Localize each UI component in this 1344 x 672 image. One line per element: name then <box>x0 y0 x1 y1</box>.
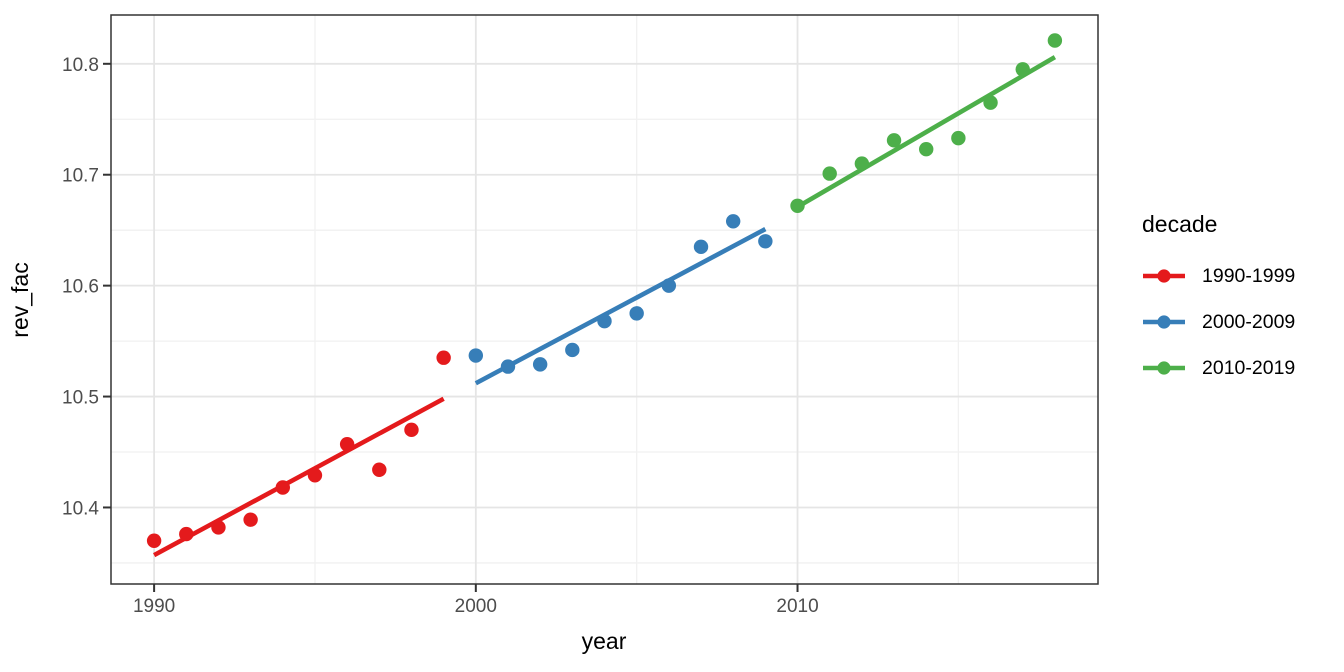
legend-item-2000-2009: 2000-2009 <box>1142 299 1342 345</box>
data-point <box>436 350 451 365</box>
legend: decade 1990-1999 2000-2009 2010-2019 <box>1142 211 1342 391</box>
y-axis-tick-label: 10.6 <box>62 277 99 298</box>
x-axis-tick-label: 2010 <box>776 596 818 617</box>
legend-key-icon <box>1143 315 1185 329</box>
data-point <box>822 166 837 181</box>
data-point <box>372 462 387 477</box>
y-axis-tick-label: 10.5 <box>62 388 99 409</box>
data-point <box>565 342 580 358</box>
legend-label: 2000-2009 <box>1202 310 1296 333</box>
data-point <box>661 278 677 293</box>
data-point <box>500 359 516 374</box>
trend-line-2010-2019 <box>796 55 1057 209</box>
data-point <box>629 306 644 321</box>
data-point <box>1047 33 1063 48</box>
legend-key-icon <box>1143 269 1185 283</box>
data-point <box>468 348 484 363</box>
data-point <box>1015 62 1030 77</box>
y-axis-tick-label: 10.4 <box>62 498 99 519</box>
data-point <box>243 512 258 527</box>
data-point <box>339 437 355 452</box>
x-axis-title: year <box>582 628 627 654</box>
legend-item-2010-2019: 2010-2019 <box>1142 345 1342 391</box>
y-axis-tick-label: 10.8 <box>62 55 99 76</box>
data-point <box>725 214 741 229</box>
legend-label: 1990-1999 <box>1202 264 1296 287</box>
data-point <box>211 520 226 535</box>
data-point <box>951 130 966 146</box>
legend-key-icon <box>1143 361 1185 375</box>
data-point <box>854 156 870 171</box>
data-point <box>919 142 934 157</box>
data-point <box>179 526 194 542</box>
x-axis-tick-label: 1990 <box>133 596 175 617</box>
data-point <box>307 468 323 483</box>
y-axis-tick-label: 10.7 <box>62 166 99 187</box>
data-point <box>790 198 805 213</box>
legend-title: decade <box>1142 211 1218 237</box>
data-point <box>693 239 709 255</box>
x-axis-tick-label: 2000 <box>455 596 497 617</box>
data-point <box>886 133 902 148</box>
trend-line-1990-1999 <box>153 396 445 558</box>
legend-item-1990-1999: 1990-1999 <box>1142 253 1342 299</box>
panel-border <box>110 14 1099 585</box>
data-point <box>532 357 548 372</box>
data-point <box>275 480 290 495</box>
data-point <box>404 422 419 438</box>
trend-line-2000-2009 <box>474 227 767 386</box>
data-point <box>983 95 998 110</box>
legend-label: 2010-2019 <box>1202 356 1296 379</box>
data-point <box>758 234 773 249</box>
y-axis-title: rev_fac <box>7 262 33 337</box>
data-point <box>146 533 162 548</box>
data-point <box>597 313 612 329</box>
